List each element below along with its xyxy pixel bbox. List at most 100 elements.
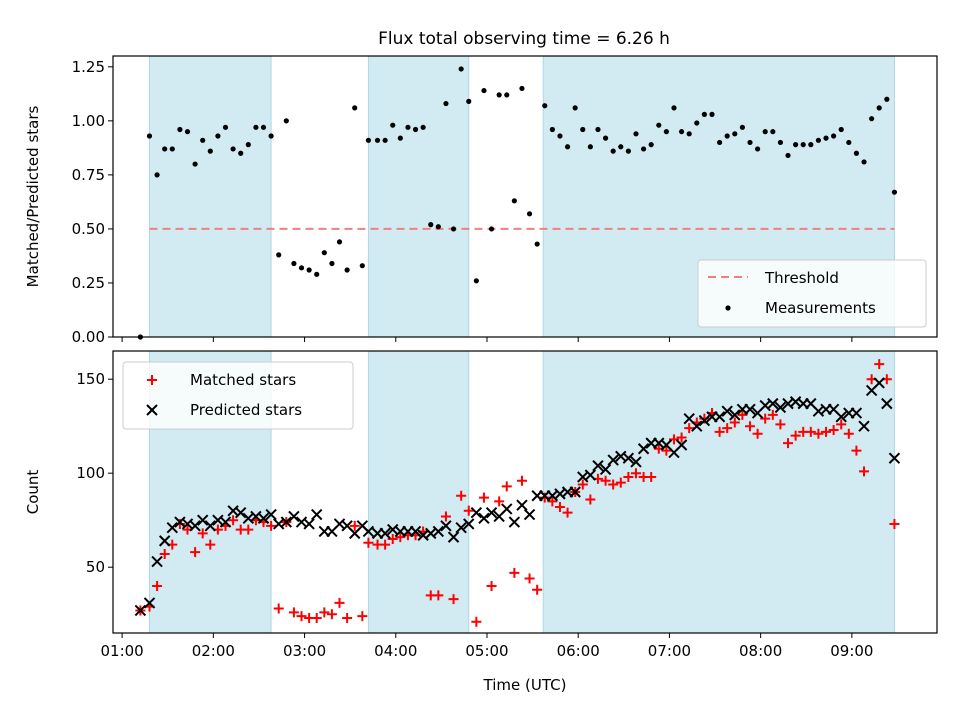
measurement-point (137, 334, 143, 340)
measurement-point (762, 129, 768, 135)
measurement-point (618, 144, 624, 150)
measurement-point (678, 129, 685, 135)
predicted-star-point (888, 452, 901, 464)
y-tick-label: 50 (86, 558, 105, 576)
measurement-point (435, 224, 441, 230)
matched-star-point (775, 419, 786, 430)
measurement-point (314, 271, 320, 277)
matched-star-point (448, 594, 459, 605)
measurement-point (663, 129, 669, 135)
matched-star-point (516, 475, 527, 486)
measurement-point (184, 129, 191, 135)
measurement-point (838, 126, 844, 133)
legend-matched-label: Matched stars (190, 371, 296, 389)
measurement-point (595, 126, 601, 133)
matched-star-point (334, 597, 345, 608)
matched-star-point (745, 421, 756, 432)
matched-star-point (326, 609, 337, 620)
matched-star-point (729, 417, 740, 428)
measurement-point (428, 222, 434, 228)
measurement-point (177, 126, 183, 133)
measurement-point (716, 139, 723, 146)
measurement-point (215, 133, 221, 139)
predicted-star-point (234, 506, 247, 519)
measurement-point (747, 139, 753, 146)
measurement-point (686, 131, 692, 137)
measurement-point (694, 120, 700, 126)
matched-star-point (805, 426, 816, 437)
matched-star-point (767, 409, 778, 420)
predicted-star-point (265, 508, 277, 521)
y-tick-label: 0.00 (72, 328, 105, 346)
measurement-point (321, 250, 327, 256)
matched-star-point (152, 581, 163, 591)
matched-star-point (273, 603, 284, 614)
measurement-point (610, 148, 616, 154)
matched-star-point (684, 423, 695, 434)
matched-star-point (296, 611, 307, 622)
predicted-star-point (721, 405, 733, 417)
matched-star-point (539, 492, 550, 503)
measurement-point (755, 146, 761, 152)
measurement-point (785, 152, 791, 159)
x-tick-label: 01:00 (101, 642, 144, 660)
matched-star-point (790, 430, 801, 441)
y-tick-label: 0.75 (72, 166, 105, 184)
legend-predicted-label: Predicted stars (190, 401, 302, 419)
y-axis-label: Matched/Predicted stars (24, 106, 42, 288)
measurement-point (815, 137, 822, 143)
legend-matched-swatch (147, 375, 157, 385)
ratio-panel: 0.00 0.25 0.50 0.75 1.00 1.25 Matched/Predicte… (24, 55, 938, 346)
measurement-point (458, 66, 464, 72)
y-axis-label: Count (24, 470, 42, 515)
predicted-star-point (622, 452, 635, 464)
chart-title: Flux total observing time = 6.26 h (378, 29, 670, 49)
matched-star-point (342, 612, 353, 623)
measurement-point (169, 146, 175, 152)
legend-box (122, 361, 354, 430)
measurement-point (374, 137, 381, 143)
predicted-star-point (409, 525, 422, 538)
matched-star-point (836, 419, 847, 430)
predicted-star-point (501, 503, 513, 515)
predicted-star-point (599, 463, 612, 476)
legend-bottom: Matched stars Predicted stars (122, 361, 354, 430)
predicted-star-point (523, 508, 536, 521)
predicted-star-point (440, 520, 452, 532)
measurement-point (542, 103, 548, 109)
matched-star-point (478, 492, 489, 503)
matched-star-point (197, 528, 208, 539)
measurement-point (276, 252, 282, 258)
predicted-star-point (744, 403, 756, 415)
predicted-star-point (280, 516, 293, 528)
x-tick-label: 06:00 (557, 642, 600, 660)
predicted-star-point (729, 409, 741, 421)
predicted-star-point (432, 525, 445, 538)
matched-star-point (615, 477, 626, 488)
predicted-star-point (767, 397, 779, 410)
measurement-point (640, 146, 647, 152)
matched-star-point (357, 611, 368, 622)
x-tick-label: 08:00 (739, 642, 782, 660)
y-tick-label: 150 (76, 370, 105, 388)
measurement-point (200, 137, 206, 143)
measurement-point (519, 85, 525, 92)
measurement-point (238, 150, 244, 156)
measurement-point (450, 226, 457, 232)
measurement-point (488, 226, 495, 232)
measurement-point (709, 111, 715, 117)
matched-star-point (843, 428, 854, 439)
matched-star-point (463, 505, 474, 516)
matched-star-point (319, 607, 330, 618)
matched-star-point (821, 426, 832, 437)
x-tick-label: 09:00 (830, 642, 873, 660)
matched-star-point (874, 359, 885, 370)
predicted-star-point (196, 514, 209, 526)
matched-star-point (608, 479, 619, 490)
matched-star-point (159, 549, 170, 560)
matched-star-point (440, 511, 451, 522)
measurement-point (633, 131, 639, 137)
measurement-point (770, 129, 776, 135)
measurement-point (260, 124, 267, 130)
measurement-point (602, 135, 609, 141)
